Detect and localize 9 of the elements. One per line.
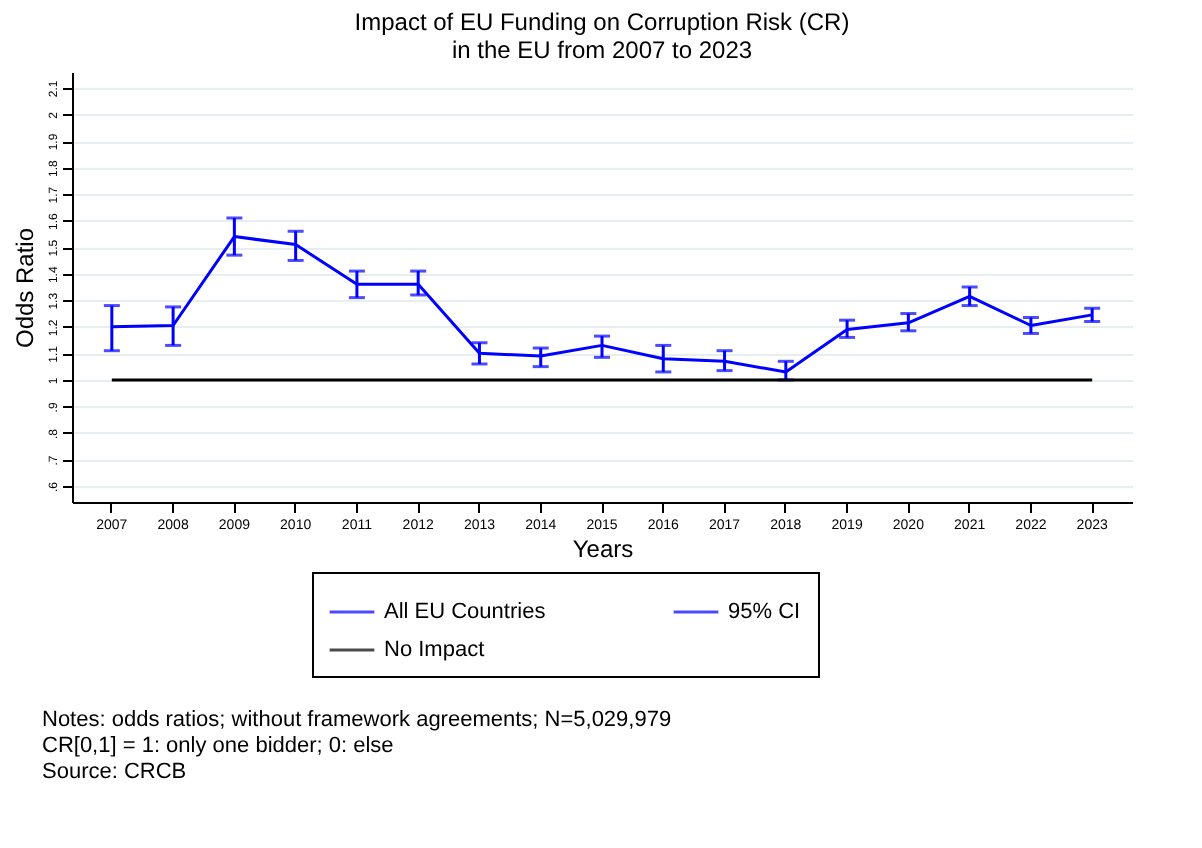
- y-axis-title: Odds Ratio: [11, 227, 39, 349]
- text: 95% CI: [728, 600, 801, 624]
- chart-title: Impact of EU Funding on Corruption Risk (CR) in the EU from 2007 to 2023: [354, 8, 850, 64]
- legend-label: No Impact: [384, 638, 485, 662]
- legend-label: All EU Countries: [384, 600, 547, 624]
- source-note: Source: CRCB: [42, 760, 187, 784]
- text: CR[0,1] = 1: only one bidder; 0: else: [42, 734, 394, 758]
- text: Notes: odds ratios; without framework agreements; N=5,029,979: [42, 708, 672, 732]
- x-axis-title: Years: [572, 535, 634, 563]
